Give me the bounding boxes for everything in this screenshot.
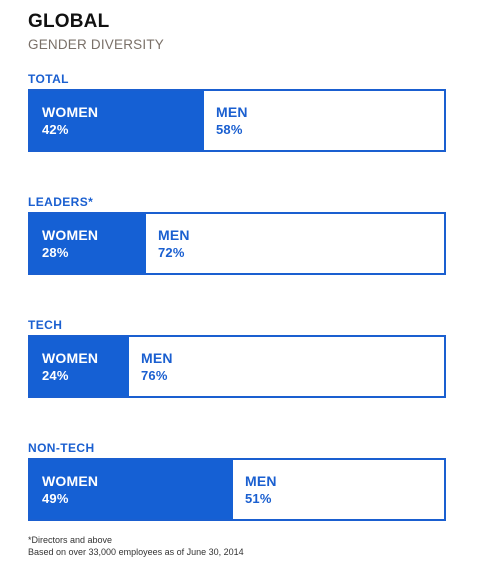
bar-segment-men-total: MEN 58% bbox=[204, 91, 444, 150]
stacked-bar-non-tech: WOMEN 49% MEN 51% bbox=[28, 458, 446, 521]
chart-title: GLOBAL bbox=[28, 11, 110, 32]
bar-segment-men-leaders: MEN 72% bbox=[146, 214, 444, 273]
segment-name-label: WOMEN bbox=[42, 104, 99, 120]
category-label-total: TOTAL bbox=[28, 72, 69, 86]
segment-value-label: 58% bbox=[216, 122, 243, 137]
bar-segment-men-tech: MEN 76% bbox=[129, 337, 444, 396]
segment-name-label: MEN bbox=[158, 227, 190, 243]
stacked-bar-leaders: WOMEN 28% MEN 72% bbox=[28, 212, 446, 275]
bar-segment-women-tech: WOMEN 24% bbox=[30, 337, 129, 396]
segment-value-label: 24% bbox=[42, 368, 69, 383]
chart-subtitle: GENDER DIVERSITY bbox=[28, 37, 164, 52]
stacked-bar-total: WOMEN 42% MEN 58% bbox=[28, 89, 446, 152]
bar-segment-women-leaders: WOMEN 28% bbox=[30, 214, 146, 273]
stacked-bar-tech: WOMEN 24% MEN 76% bbox=[28, 335, 446, 398]
segment-name-label: WOMEN bbox=[42, 473, 99, 489]
segment-name-label: WOMEN bbox=[42, 350, 99, 366]
segment-value-label: 76% bbox=[141, 368, 168, 383]
segment-name-label: MEN bbox=[245, 473, 277, 489]
segment-value-label: 72% bbox=[158, 245, 185, 260]
segment-name-label: MEN bbox=[216, 104, 248, 120]
category-label-non-tech: NON-TECH bbox=[28, 441, 95, 455]
footnote-directors: *Directors and above bbox=[28, 535, 113, 545]
footnote-employees: Based on over 33,000 employees as of Jun… bbox=[28, 547, 244, 557]
segment-name-label: WOMEN bbox=[42, 227, 99, 243]
segment-value-label: 49% bbox=[42, 491, 69, 506]
category-label-leaders: LEADERS* bbox=[28, 195, 94, 209]
bar-segment-women-non-tech: WOMEN 49% bbox=[30, 460, 233, 519]
segment-name-label: MEN bbox=[141, 350, 173, 366]
segment-value-label: 51% bbox=[245, 491, 272, 506]
segment-value-label: 28% bbox=[42, 245, 69, 260]
segment-value-label: 42% bbox=[42, 122, 69, 137]
bar-segment-men-non-tech: MEN 51% bbox=[233, 460, 444, 519]
footnote: *Directors and above Based on over 33,00… bbox=[28, 534, 244, 558]
category-label-tech: TECH bbox=[28, 318, 63, 332]
bar-segment-women-total: WOMEN 42% bbox=[30, 91, 204, 150]
